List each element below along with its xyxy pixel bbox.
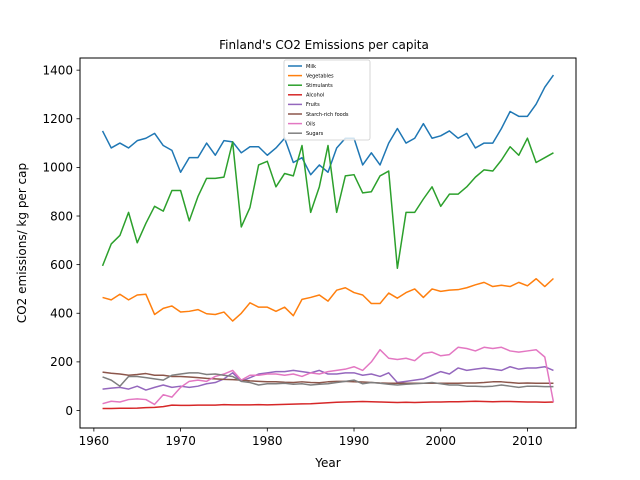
chart-title: Finland's CO2 Emissions per capita <box>219 38 429 52</box>
y-axis: 0 200 400 600 800 1000 1200 1400 <box>42 63 80 418</box>
plot-frame <box>79 57 577 429</box>
y-axis-title: CO2 emissions/ kg per cap <box>15 163 29 323</box>
y-tick-label: 1200 <box>42 112 73 126</box>
y-tick-label: 600 <box>50 258 73 272</box>
x-tick-label: 1970 <box>165 434 196 448</box>
series-line-vegetables <box>102 277 554 322</box>
x-tick-label: 2010 <box>512 434 543 448</box>
legend-box <box>283 59 371 141</box>
legend-label: Alcohol <box>306 93 324 99</box>
y-tick-label: 0 <box>65 404 73 418</box>
x-axis: 1960 1970 1980 1990 2000 2010 <box>79 428 543 448</box>
x-tick-label: 1980 <box>252 434 283 448</box>
legend-label: Oils <box>306 121 316 127</box>
plot-area <box>101 74 555 410</box>
legend-label: Stimulants <box>306 83 333 89</box>
y-tick-label: 1400 <box>42 63 73 77</box>
legend-label: Vegetables <box>306 73 334 79</box>
legend-label: Fruits <box>306 102 320 108</box>
y-tick-label: 1000 <box>42 161 73 175</box>
series-line-stimulants <box>101 137 554 270</box>
series-line-fruits <box>102 365 554 391</box>
legend-label: Starch-rich foods <box>306 112 349 118</box>
y-tick-label: 800 <box>50 209 73 223</box>
series-line-sugars <box>102 372 554 389</box>
y-tick-label: 400 <box>50 307 73 321</box>
legend: Milk Vegetables Stimulants Alcohol Fruits Sta… <box>283 59 371 141</box>
x-tick-label: 2000 <box>425 434 456 448</box>
y-tick-label: 200 <box>50 355 73 369</box>
x-tick-label: 1960 <box>79 434 110 448</box>
x-tick-label: 1990 <box>339 434 370 448</box>
legend-label: Milk <box>306 64 316 70</box>
series-line-alcohol <box>102 400 554 410</box>
series-line-starch-rich-foods <box>102 371 554 385</box>
series-line-milk <box>101 74 555 176</box>
x-axis-title: Year <box>314 456 340 470</box>
legend-label: Sugars <box>306 131 324 137</box>
series-line-oils <box>102 346 555 406</box>
